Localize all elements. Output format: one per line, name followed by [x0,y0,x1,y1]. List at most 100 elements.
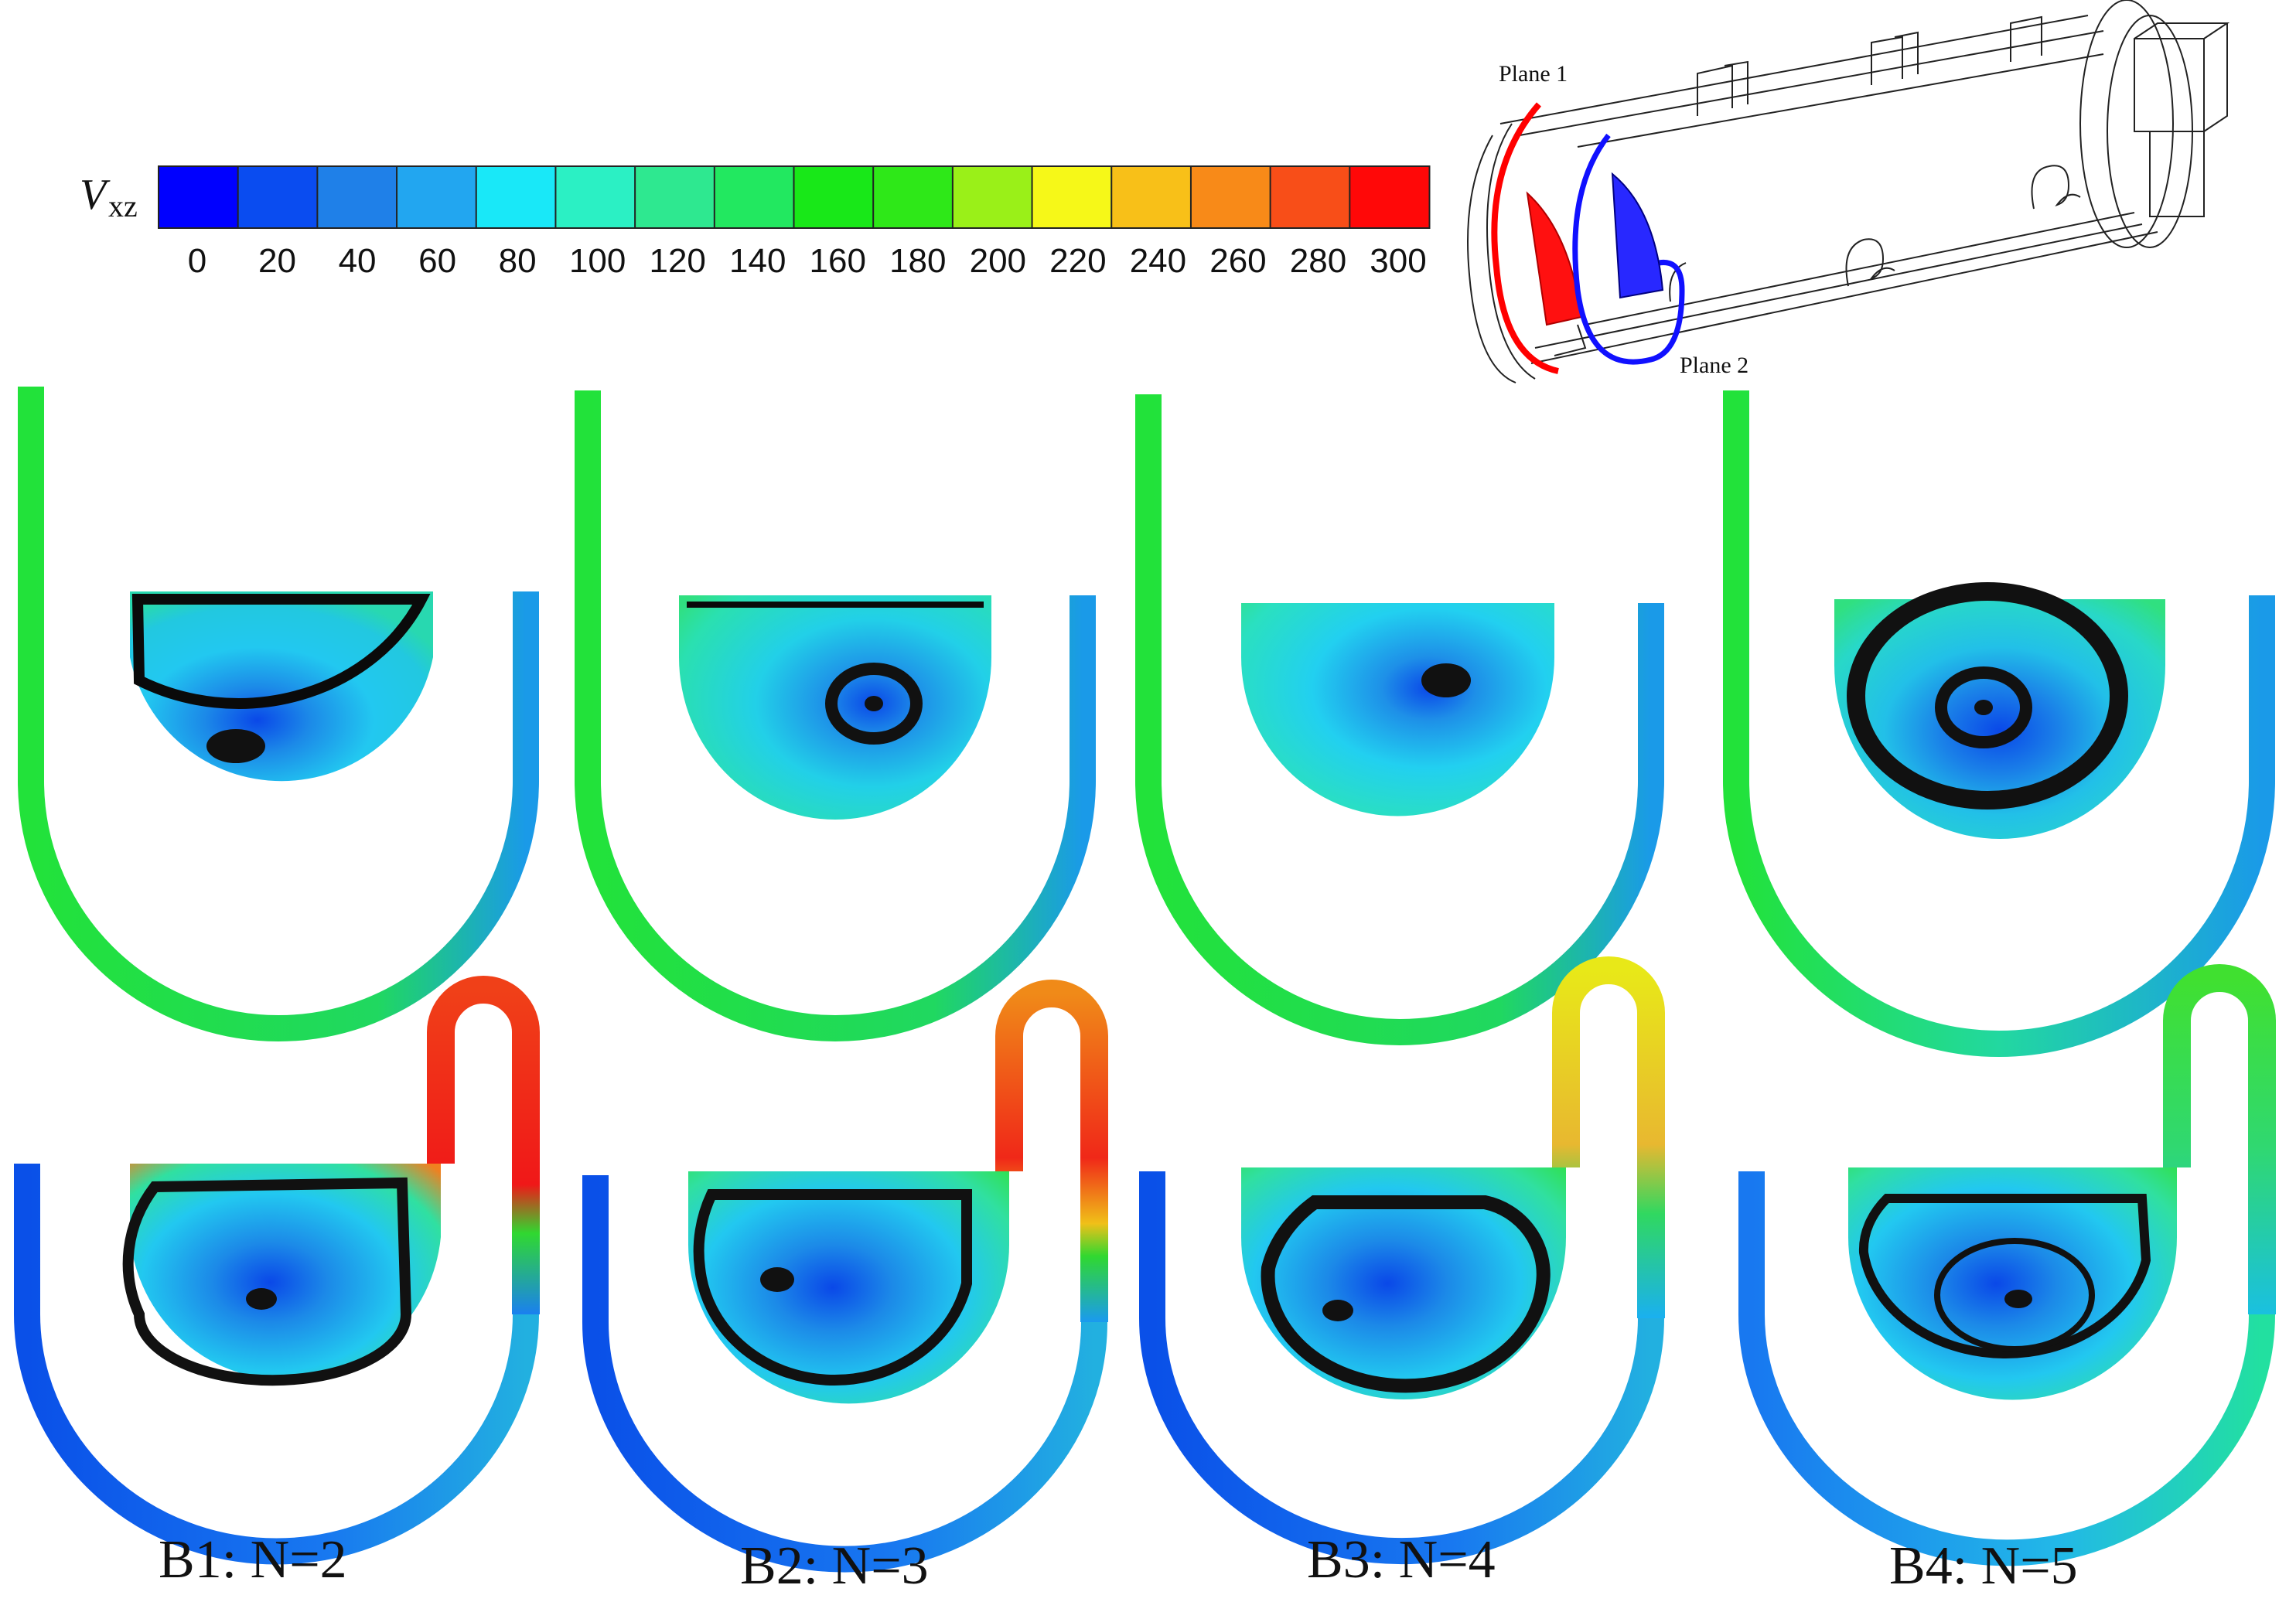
colorbar-cell [713,165,795,229]
plane-1-loop [1491,102,1559,374]
colorbar-variable: V [80,171,111,219]
end-block-top [2134,22,2230,132]
plane-2-loop [1572,133,1685,365]
colorbar-cell [237,165,319,229]
vortex-ring-inner [1934,1238,2095,1352]
u-loop [995,980,1108,1322]
plane1-panel-b4 [1723,390,2275,1057]
case-label-b4: B4: N=5 [1889,1536,2078,1596]
plane-1-label: Plane 1 [1499,61,1568,87]
colorbar-tick-label: 180 [889,242,946,280]
top-tab-2 [1871,31,1919,85]
schematic [1467,0,2230,383]
colorbar-ticks: 0 20 40 60 80 100 120 140 160 180 200 220 240 260 280 3… [188,242,1427,280]
cylinder-end [2079,0,2174,248]
vortex-region [1848,1167,2177,1400]
vortex-core [865,696,883,711]
colorbar-cell [1110,165,1192,229]
plane1-panel-b3 [1135,394,1664,1045]
colorbar-tick-label: 200 [970,242,1026,280]
colorbar-tick-label: 260 [1209,242,1266,280]
case-label-b1: B1: N=2 [159,1530,347,1590]
vortex-core [206,729,265,763]
plane1-panel-b2 [575,390,1096,1041]
top-tab-1 [1697,60,1748,116]
hook-2 [2031,165,2081,210]
colorbar-tick-label: 20 [258,242,296,280]
case-label-b2: B2: N=3 [740,1536,929,1596]
inlet-shell [1486,123,1536,380]
plane1-panel-b1 [18,387,539,1041]
colorbar-cell [316,165,398,229]
vortex-region [1241,1167,1566,1399]
cylinder-edge-inner [1519,30,2143,349]
vortex-core [760,1267,794,1292]
cylinder-edge-inner2 [1577,53,2135,326]
vortex-region [1241,603,1554,816]
channel-arc [1135,394,1664,1045]
top-tab-3 [2010,15,2042,62]
vortex-ring [693,1189,972,1386]
vortex-core [2004,1290,2032,1308]
plane2-panel-b2 [582,980,1108,1573]
vortex-ring-outer [1847,582,2128,810]
hook-3 [1669,262,1687,302]
channel-arc [575,390,1096,1041]
vortex-ring [131,594,431,709]
end-block-lower [2149,131,2205,217]
colorbar-cell [793,165,875,229]
colorbar-cell [634,165,716,229]
plane-2-section [1611,172,1664,299]
vortex-core [1974,700,1993,715]
u-loop [427,976,540,1314]
colorbar-cell [1031,165,1113,229]
colorbar-cells [158,165,1431,229]
vortex-core [1322,1300,1353,1321]
colorbar-cell [554,165,636,229]
colorbar-cell [1269,165,1351,229]
colorbar-tick-label: 160 [810,242,866,280]
colorbar-tick-label: 140 [729,242,786,280]
inlet-step [1554,324,1587,356]
colorbar-tick-label: 120 [649,242,705,280]
colorbar-cell [1189,165,1272,229]
vortex-ring-outer [1858,1194,2151,1358]
colorbar-cell [396,165,478,229]
colorbar-tick-label: 220 [1049,242,1106,280]
channel-arc [1723,390,2275,1057]
vortex-core [1421,663,1471,697]
colorbar-tick-label: 280 [1290,242,1346,280]
colorbar-cell [872,165,954,229]
colorbar-tick-label: 100 [569,242,626,280]
inlet-shell-outer [1467,135,1516,383]
vortex-ring [1261,1195,1551,1393]
colorbar-cell [951,165,1034,229]
colorbar-cell [158,165,240,229]
case-label-b3: B3: N=4 [1307,1530,1496,1590]
end-block [2134,38,2205,132]
plane2-panel-b3 [1139,956,1665,1565]
colorbar-tick-label: 80 [499,242,537,280]
colorbar-cell [1349,165,1431,229]
plane2-panel-b4 [1738,964,2276,1566]
vortex-ring-inner [1935,666,2032,748]
u-loop [1552,956,1665,1318]
u-loop [2163,964,2276,1314]
colorbar-tick-label: 60 [418,242,456,280]
vortex-ring [825,663,923,745]
vortex-ring [122,1177,412,1386]
colorbar-tick-label: 240 [1130,242,1186,280]
cylinder-edge [1499,15,2158,364]
vortex-core [246,1288,277,1310]
channel-arc [18,387,539,1041]
vortex-region [130,1164,441,1380]
colorbar-tick-label: 40 [339,242,377,280]
colorbar-tick-label: 0 [188,242,206,280]
plane2-panel-b1 [14,976,540,1565]
colorbar: V xz 0 20 40 60 80 100 120 140 160 180 200 220 240 26… [80,165,1431,280]
plane-2-label: Plane 2 [1680,353,1748,378]
vortex-region [130,591,433,782]
colorbar-tick-label: 300 [1370,242,1426,280]
colorbar-cell [475,165,557,229]
